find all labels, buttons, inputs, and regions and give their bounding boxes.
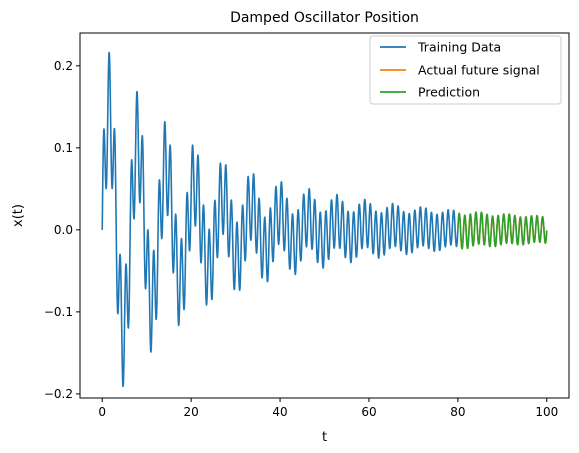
- x-axis: 0 20 40 60 80 100: [98, 398, 558, 419]
- x-tick-label: 40: [272, 405, 287, 419]
- x-tick-label: 20: [183, 405, 198, 419]
- series-line-prediction: [457, 211, 548, 250]
- plot-series: [101, 51, 548, 388]
- legend-label-training: Training Data: [417, 40, 501, 55]
- x-tick-label: 100: [535, 405, 558, 419]
- x-tick-label: 80: [450, 405, 465, 419]
- series-line-training-data: [101, 51, 459, 388]
- legend-label-actual: Actual future signal: [418, 63, 540, 78]
- legend: Training Data Actual future signal Predi…: [369, 35, 562, 105]
- legend-box: [369, 35, 562, 105]
- x-tick-label: 60: [361, 405, 376, 419]
- y-tick-label: −0.1: [44, 305, 73, 319]
- legend-label-prediction: Prediction: [418, 85, 480, 100]
- y-tick-label: −0.2: [44, 387, 73, 401]
- y-tick-label: 0.1: [54, 141, 73, 155]
- y-tick-label: 0.2: [54, 59, 73, 73]
- chart-title: Damped Oscillator Position: [230, 10, 419, 26]
- y-axis: −0.2 −0.1 0.0 0.1 0.2: [44, 59, 80, 401]
- y-tick-label: 0.0: [54, 223, 73, 237]
- x-axis-label: t: [322, 430, 327, 445]
- y-axis-label: x(t): [11, 204, 26, 227]
- plot-frame: [79, 32, 570, 399]
- x-tick-label: 0: [98, 405, 106, 419]
